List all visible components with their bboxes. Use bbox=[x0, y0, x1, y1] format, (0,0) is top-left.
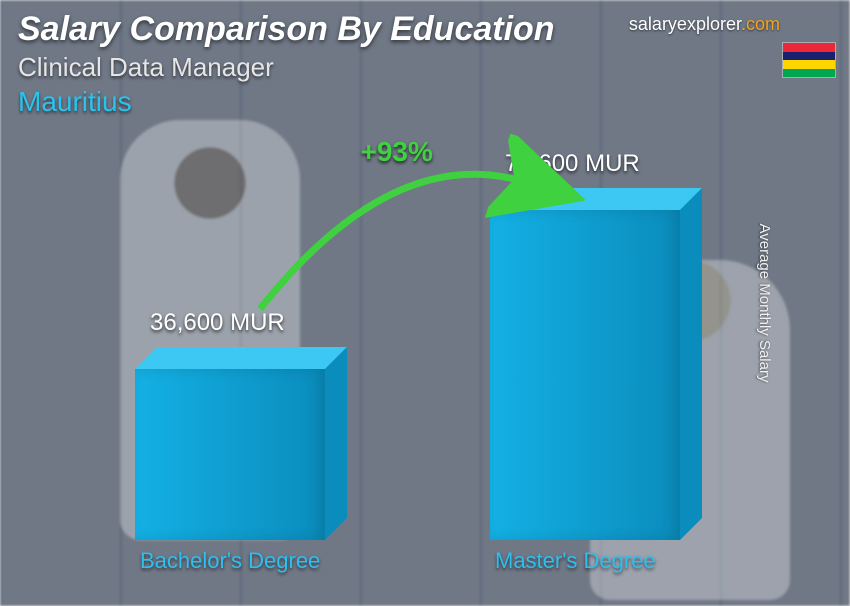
chart-subtitle: Clinical Data Manager bbox=[18, 52, 274, 83]
category-label-masters: Master's Degree bbox=[495, 548, 656, 574]
flag-stripe-red bbox=[783, 43, 835, 52]
flag-stripe-yellow bbox=[783, 60, 835, 69]
percent-increase-label: +93% bbox=[361, 136, 433, 168]
bar-top bbox=[135, 347, 347, 369]
category-label-bachelors: Bachelor's Degree bbox=[140, 548, 320, 574]
bar-masters bbox=[490, 188, 702, 540]
bar-side bbox=[325, 347, 347, 540]
flag-stripe-green bbox=[783, 69, 835, 78]
bar-front bbox=[490, 210, 680, 540]
value-label-bachelors: 36,600 MUR bbox=[150, 309, 285, 337]
bar-chart: 36,600 MUR Bachelor's Degree 70,600 MUR … bbox=[40, 150, 790, 576]
chart-title: Salary Comparison By Education bbox=[18, 10, 555, 49]
brand-text: salaryexplorer.com bbox=[629, 14, 780, 35]
bar-front bbox=[135, 369, 325, 540]
bar-bachelors bbox=[135, 347, 347, 540]
flag-stripe-blue bbox=[783, 52, 835, 61]
brand-name: salaryexplorer bbox=[629, 14, 741, 34]
infographic-stage: Salary Comparison By Education Clinical … bbox=[0, 0, 850, 606]
mauritius-flag-icon bbox=[782, 42, 836, 78]
value-label-masters: 70,600 MUR bbox=[505, 150, 640, 178]
bar-top bbox=[490, 188, 702, 210]
country-name: Mauritius bbox=[18, 86, 132, 118]
brand-suffix: .com bbox=[741, 14, 780, 34]
bar-side bbox=[680, 188, 702, 540]
